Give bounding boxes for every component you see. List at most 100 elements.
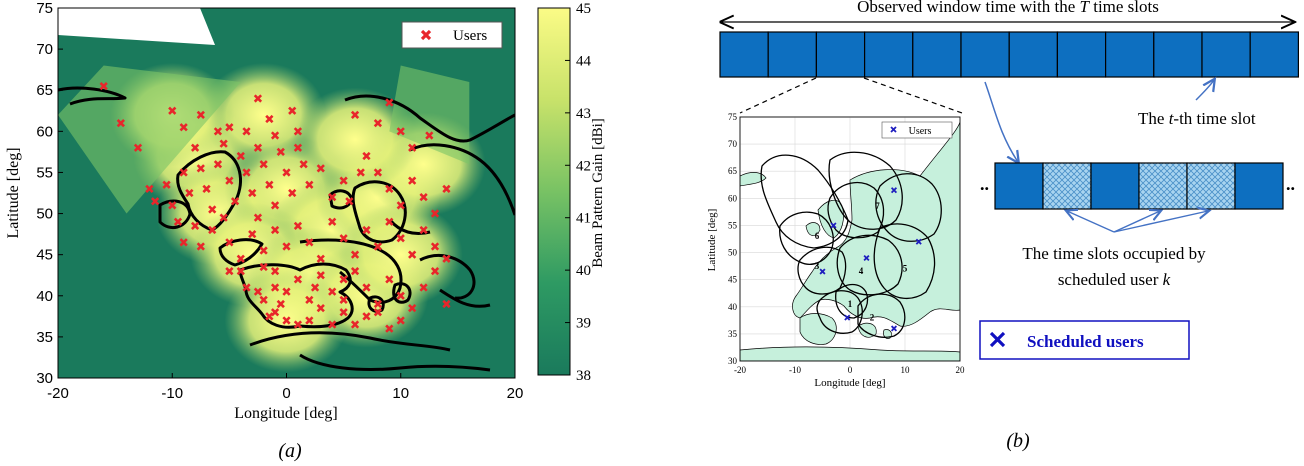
user-marker <box>270 201 280 210</box>
user-marker <box>225 266 234 276</box>
zoom-line-left <box>739 77 817 114</box>
y-tick-label: 55 <box>36 164 53 181</box>
beam-label: 3 <box>815 261 820 271</box>
time-slot <box>1201 31 1251 78</box>
user-marker <box>242 283 251 292</box>
time-slot <box>912 31 962 78</box>
user-marker <box>350 250 360 259</box>
user-marker <box>196 242 205 251</box>
user-marker <box>190 221 200 231</box>
user-marker <box>288 106 297 115</box>
user-marker <box>236 266 245 276</box>
beam-label: 5 <box>903 264 908 274</box>
user-marker <box>253 143 263 152</box>
y-tick-label-b: 55 <box>728 220 738 230</box>
user-marker <box>345 197 354 206</box>
user-marker <box>396 234 405 243</box>
y-tick-label: 60 <box>36 123 53 140</box>
x-tick-label-b: -10 <box>789 365 801 375</box>
tth-slot-arrow <box>1195 80 1214 101</box>
user-marker <box>430 266 440 276</box>
occupied-slot-arrows <box>1067 211 1208 233</box>
user-marker <box>419 192 428 202</box>
user-marker <box>225 238 234 247</box>
scheduled-users-marker <box>989 331 1006 348</box>
user-marker <box>328 217 337 226</box>
colorbar-tick-label: 40 <box>576 263 591 279</box>
user-marker <box>288 188 297 198</box>
user-marker <box>270 266 280 276</box>
y-tick-label-b: 30 <box>728 356 738 366</box>
user-marker <box>305 316 314 325</box>
user-marker <box>202 184 211 194</box>
x-tick-label: 10 <box>392 385 409 402</box>
user-marker <box>190 143 200 152</box>
y-tick-label: 50 <box>36 206 53 223</box>
user-marker <box>270 225 280 235</box>
user-marker-b <box>819 268 826 275</box>
panel-a-heatmap-chart: -20 -10 0 10 20 30 35 40 45 50 55 60 65 70 75 Longitu… <box>5 0 606 462</box>
y-tick-label-b: 75 <box>728 112 738 122</box>
user-marker <box>362 151 371 161</box>
user-marker-b <box>890 325 898 332</box>
user-marker <box>373 308 383 317</box>
user-marker <box>179 168 188 177</box>
x-tick-label-b: 10 <box>901 365 911 375</box>
user-marker-b <box>830 222 837 229</box>
panel-label-a: (a) <box>278 440 302 462</box>
y-tick-label: 35 <box>36 329 53 346</box>
detail-ellipsis-right: .. <box>1286 174 1295 194</box>
time-slot <box>767 31 818 78</box>
user-marker <box>213 127 223 136</box>
y-tick-label: 45 <box>36 247 53 264</box>
inset-beam-labels: 1 2 3 4 5 6 7 <box>815 201 908 322</box>
observed-window-caption: Observed window time with the T time slo… <box>857 0 1159 16</box>
user-marker <box>408 250 417 259</box>
time-slot <box>1234 162 1284 210</box>
user-marker <box>373 118 383 128</box>
user-marker <box>225 176 234 185</box>
time-slot <box>719 31 769 78</box>
x-tick-label: 0 <box>282 385 290 402</box>
user-marker-b <box>844 314 851 321</box>
time-slots-row <box>719 31 1299 78</box>
time-slot <box>1249 31 1299 78</box>
x-tick-label-b: -20 <box>734 365 746 375</box>
user-marker <box>328 287 337 296</box>
user-marker <box>396 201 405 210</box>
user-marker <box>185 188 194 198</box>
user-marker <box>293 320 303 329</box>
user-marker <box>328 320 337 329</box>
user-marker <box>293 143 303 152</box>
user-marker <box>442 184 451 194</box>
coastlines-a <box>58 86 515 372</box>
user-marker <box>362 225 371 235</box>
panel-label-b: (b) <box>1006 430 1030 452</box>
legend-b: Users <box>881 121 953 139</box>
y-tick-label-b: 45 <box>728 275 738 285</box>
user-marker <box>310 283 320 292</box>
detail-slots-row <box>994 162 1284 210</box>
user-marker <box>396 316 405 325</box>
beam-label: 6 <box>815 231 820 241</box>
inset-map: 1 2 3 4 5 6 7 Users <box>739 116 961 362</box>
user-marker <box>442 254 451 263</box>
user-marker <box>265 114 274 124</box>
x-tick-label: 20 <box>507 385 524 402</box>
user-marker <box>225 123 234 132</box>
user-marker <box>282 316 291 325</box>
x-tick-label-b: 0 <box>848 365 853 375</box>
no-coverage-region <box>58 8 215 45</box>
user-marker <box>168 106 177 115</box>
user-marker-b <box>863 254 870 262</box>
user-marker <box>253 213 263 222</box>
user-marker <box>316 254 325 263</box>
user-marker <box>316 303 325 313</box>
user-marker <box>385 98 394 107</box>
user-marker <box>305 238 314 247</box>
y-axis-ticks-b: 30 35 40 45 50 55 60 65 70 75 <box>728 112 738 366</box>
y-tick-label: 65 <box>36 82 53 99</box>
legend-users-label-a: Users <box>453 28 487 44</box>
user-marker-b <box>890 187 898 194</box>
user-marker <box>316 271 325 280</box>
